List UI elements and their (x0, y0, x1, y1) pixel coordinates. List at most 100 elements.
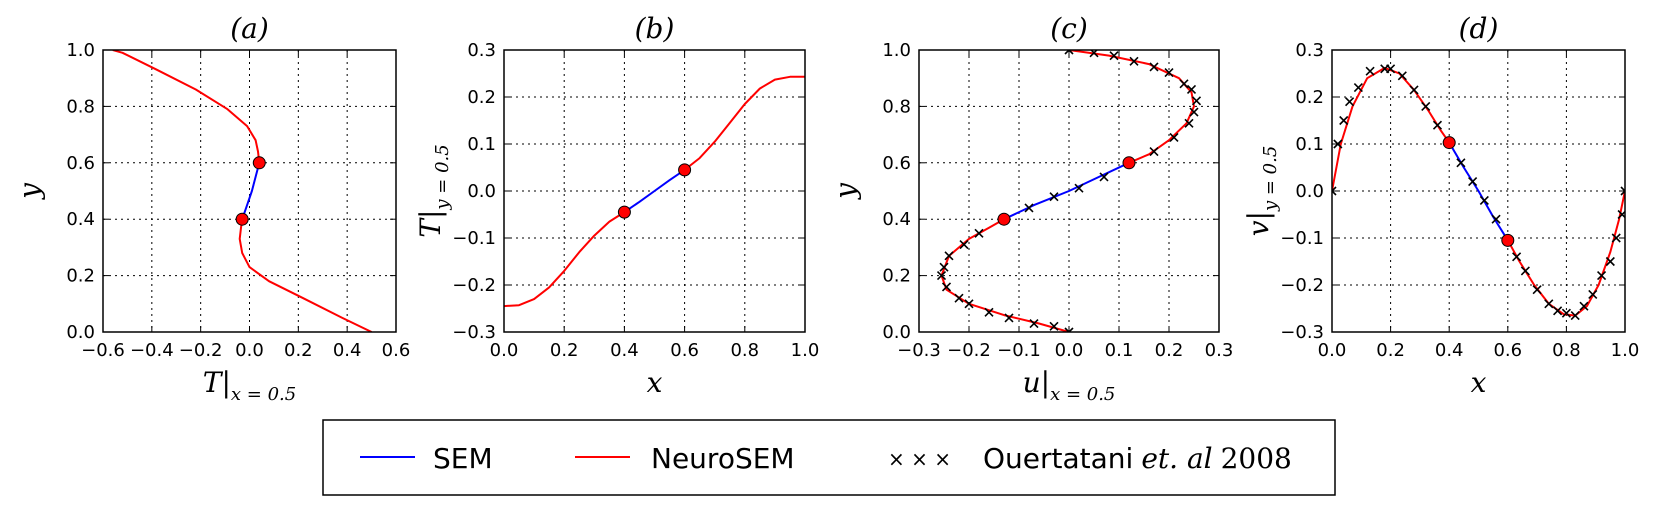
y-tick-label: 0.6 (66, 153, 95, 174)
ref-marker (1491, 214, 1501, 224)
y-tick-label: 0.2 (1295, 87, 1324, 108)
ref-marker (1333, 139, 1343, 149)
ref-marker-stroke (959, 240, 969, 250)
legend-ref-label: Ouertatani et. al 2008 (983, 442, 1292, 475)
ref-marker (1184, 118, 1194, 128)
ref-marker (1468, 177, 1478, 187)
ref-marker (1191, 96, 1202, 106)
x-tick-label: 0.4 (1435, 340, 1464, 361)
ref-marker (1339, 115, 1349, 126)
interface-point (1442, 136, 1456, 150)
x-tick-label: 0.3 (1205, 340, 1234, 361)
legend-ref-year: 2008 (1221, 442, 1292, 475)
panel-title: (b) (635, 12, 675, 45)
ref-marker-stroke (1605, 256, 1615, 267)
x-axis-label: u|x = 0.5 (1023, 366, 1116, 405)
ref-marker (1596, 271, 1607, 281)
plot-area (1332, 64, 1625, 321)
x-tick-label: 0.6 (1493, 340, 1522, 361)
interface-point (1501, 233, 1515, 247)
panel-d: 0.0 0.2 0.4 0.6 0.8 1.0 −0.3 −0.2 −0.1 0.0 0.1 0.2 0… (1242, 12, 1639, 399)
ref-marker (1570, 310, 1580, 321)
ref-marker (974, 228, 984, 238)
y-tick-label: −0.2 (452, 275, 496, 296)
panel-title: (d) (1459, 12, 1499, 45)
y-tick-label: 0.3 (467, 40, 496, 61)
ref-marker (1605, 256, 1615, 267)
ref-marker-stroke (1049, 192, 1059, 202)
ref-marker (1409, 85, 1419, 95)
ref-marker (1024, 203, 1034, 213)
interface-point (235, 212, 249, 226)
x-tick-label: 0.2 (550, 340, 579, 361)
x-tick-label: −0.2 (179, 340, 223, 361)
x-tick-label: −0.6 (81, 340, 125, 361)
y-tick-label: 0.3 (1295, 40, 1324, 61)
panel-title: (a) (230, 12, 269, 45)
ref-marker-stroke (1479, 195, 1489, 205)
series-sem (1003, 161, 1130, 221)
y-tick-label: 0.0 (467, 181, 496, 202)
ref-marker (964, 299, 974, 309)
series-sem (1448, 142, 1509, 241)
ref-marker (1532, 285, 1542, 295)
ref-marker-stroke (1397, 71, 1407, 81)
ref-marker-stroke (1532, 285, 1542, 295)
ref-marker-stroke (1512, 252, 1522, 262)
ref-marker-stroke (1611, 233, 1621, 243)
ref-marker (936, 271, 947, 281)
ref-marker (984, 307, 994, 317)
y-tick-label: 0.2 (882, 266, 911, 287)
ref-marker (1345, 97, 1355, 107)
ref-marker-stroke (964, 299, 974, 309)
x-tick-label: −0.1 (997, 340, 1041, 361)
ref-marker (1129, 56, 1139, 66)
x-tick-label: 0.6 (382, 340, 411, 361)
ref-marker-stroke (1129, 56, 1139, 66)
x-axis-label-bar: | (1041, 366, 1050, 399)
y-tick-label: −0.3 (1280, 322, 1324, 343)
ref-marker-stroke (1620, 186, 1625, 193)
panel-c: −0.3 −0.2 −0.1 0.0 0.1 0.2 0.3 0.0 0.2 0.4 0.6 0.8 1… (829, 12, 1233, 405)
ref-marker-stroke (1149, 62, 1159, 72)
x-tick-label: 0.2 (1155, 340, 1184, 361)
x-tick-label: 0.0 (1318, 340, 1347, 361)
x-tick-label: −0.3 (897, 340, 941, 361)
ref-marker-stroke (1179, 79, 1189, 89)
x-tick-label: −0.2 (947, 340, 991, 361)
ref-marker (1189, 107, 1199, 117)
legend: SEM NeuroSEM × × × Ouertatani et. al 2008 (322, 419, 1336, 496)
y-tick-label: 0.2 (467, 87, 496, 108)
ref-marker-stroke (1149, 146, 1159, 157)
series-neurosem (238, 219, 373, 332)
y-tick-label: 0.0 (66, 322, 95, 343)
y-axis-label: y (13, 182, 46, 201)
y-axis-label-main: y (13, 182, 46, 201)
interface-point (678, 163, 692, 177)
plot-area (936, 50, 1202, 332)
x-tick-label: 1.0 (1611, 340, 1640, 361)
ref-marker (1479, 195, 1489, 205)
interface-point (252, 156, 266, 170)
interface-point (997, 212, 1011, 226)
ref-marker (1049, 192, 1059, 202)
x-axis-label: x (1471, 366, 1487, 399)
y-tick-label: −0.1 (452, 228, 496, 249)
panel-title: (c) (1050, 12, 1088, 45)
panels: −0.6 −0.4 −0.2 0.0 0.2 0.4 0.60.00.20.40.60.81… (13, 12, 1639, 405)
ref-marker (939, 262, 949, 272)
interface-point (1122, 156, 1136, 170)
ref-marker-stroke (1345, 97, 1355, 107)
y-axis-label-bar: | (414, 210, 447, 219)
y-tick-label: 0.4 (66, 209, 95, 230)
x-axis-label-main: T (203, 366, 224, 399)
x-tick-label: 1.0 (791, 340, 820, 361)
x-tick-label: 0.1 (1105, 340, 1134, 361)
y-tick-label: 0.1 (467, 134, 496, 155)
y-axis-label: v|y = 0.5 (1242, 146, 1281, 237)
ref-marker-stroke (954, 293, 964, 303)
ref-marker (1149, 146, 1159, 157)
x-tick-label: −0.4 (130, 340, 174, 361)
ref-marker-stroke (936, 271, 947, 281)
ref-marker-stroke (944, 251, 954, 261)
